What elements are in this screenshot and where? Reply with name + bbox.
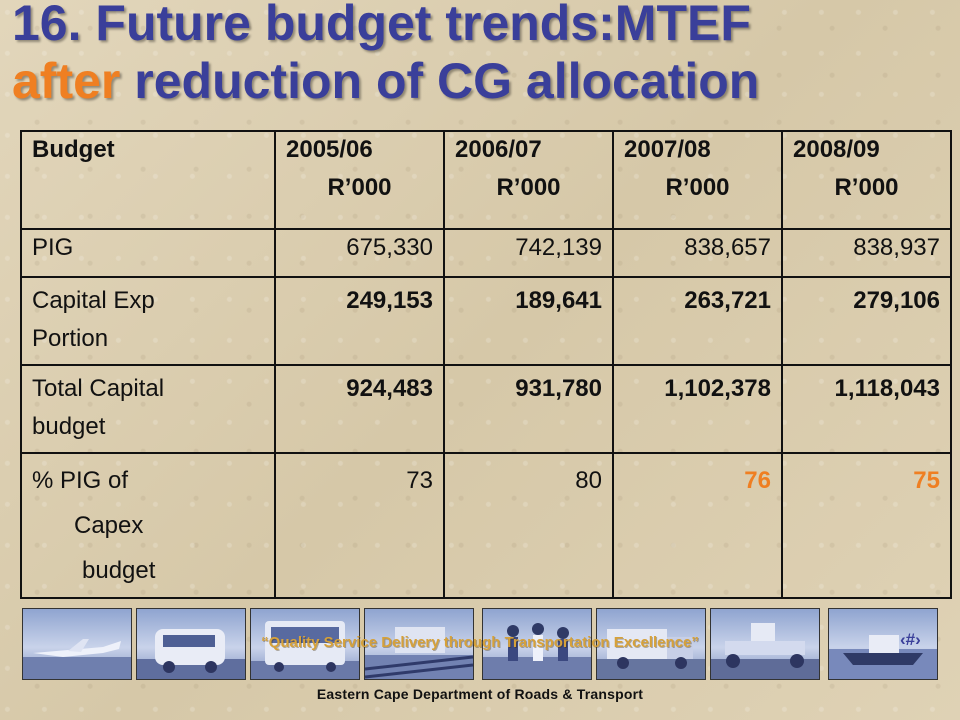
grader-photo: [710, 608, 820, 680]
header-unit: R’000: [834, 174, 899, 201]
row-label-text: Capital Exp: [32, 287, 155, 314]
table-cell: 675,330: [274, 228, 445, 278]
row-label-text: budget: [82, 557, 156, 584]
header-year: 2007/08: [624, 136, 711, 163]
table-cell: 838,657: [612, 228, 783, 278]
header-unit: R’000: [327, 174, 392, 201]
table-cell: 931,780: [443, 364, 614, 454]
row-label: Capital Exp Portion: [20, 276, 276, 366]
table-cell: 1,118,043: [781, 364, 952, 454]
row-label-text: PIG: [32, 234, 74, 261]
rail-photo: [364, 608, 474, 680]
header-unit: R’000: [665, 174, 730, 201]
budget-table: Budget 2005/06 R’000 2006/07 R’000 2007/08…: [20, 130, 952, 599]
table-cell: 80: [443, 452, 614, 599]
table-cell: 1,102,378: [612, 364, 783, 454]
header-cell-year: 2008/09 R’000: [781, 130, 952, 230]
footer-text: Eastern Cape Department of Roads & Trans…: [316, 686, 644, 702]
header-cell-year: 2007/08 R’000: [612, 130, 783, 230]
header-cell-budget: Budget: [20, 130, 276, 230]
slogan-text: “Quality Service Delivery through Transp…: [261, 634, 699, 651]
header-cell-year: 2005/06 R’000: [274, 130, 445, 230]
row-label-text: Total Capital: [32, 375, 165, 402]
truck-photo: [596, 608, 706, 680]
slide-title: 16. Future budget trends:MTEF after redu…: [12, 0, 952, 110]
table-cell: 189,641: [443, 276, 614, 366]
table-row-capital-exp: Capital Exp Portion 249,153 189,641 263,7…: [20, 276, 952, 366]
table-row-pig: PIG 675,330 742,139 838,657 838,937: [20, 228, 952, 278]
row-label-text: budget: [32, 413, 106, 440]
table-cell-highlight: 76: [612, 452, 783, 599]
table-cell: 742,139: [443, 228, 614, 278]
header-year: 2006/07: [455, 136, 542, 163]
row-label: PIG: [20, 228, 276, 278]
table-cell: 838,937: [781, 228, 952, 278]
airplane-photo: [22, 608, 132, 680]
table-cell: 924,483: [274, 364, 445, 454]
title-line-2-rest: reduction of CG allocation: [120, 53, 760, 109]
title-accent-word: after: [12, 53, 121, 109]
page-number: ‹#›: [900, 630, 921, 649]
table-cell: 263,721: [612, 276, 783, 366]
header-year: 2008/09: [793, 136, 880, 163]
title-line-2: after reduction of CG allocation: [12, 52, 952, 110]
row-label: Total Capital budget: [20, 364, 276, 454]
table-cell: 73: [274, 452, 445, 599]
header-cell-year: 2006/07 R’000: [443, 130, 614, 230]
people-photo: [482, 608, 592, 680]
table-header-row: Budget 2005/06 R’000 2006/07 R’000 2007/08…: [20, 130, 952, 230]
boat-photo: [828, 608, 938, 680]
row-label-text: % PIG of: [32, 467, 129, 494]
header-label: Budget: [32, 136, 115, 163]
table-cell: 249,153: [274, 276, 445, 366]
bus-photo: [250, 608, 360, 680]
table-cell-highlight: 75: [781, 452, 952, 599]
row-label-text: Portion: [32, 325, 109, 352]
table-row-total-capital: Total Capital budget 924,483 931,780 1,10…: [20, 364, 952, 454]
table-row-pig-percent: % PIG of Capex budget 73 80 76 75: [20, 452, 952, 599]
minibus-photo: [136, 608, 246, 680]
photo-strip: [22, 608, 938, 680]
title-line-1: 16. Future budget trends:MTEF: [12, 0, 751, 51]
row-label-text: Capex: [74, 512, 144, 539]
header-unit: R’000: [496, 174, 561, 201]
row-label: % PIG of Capex budget: [20, 452, 276, 599]
table-cell: 279,106: [781, 276, 952, 366]
header-year: 2005/06: [286, 136, 373, 163]
